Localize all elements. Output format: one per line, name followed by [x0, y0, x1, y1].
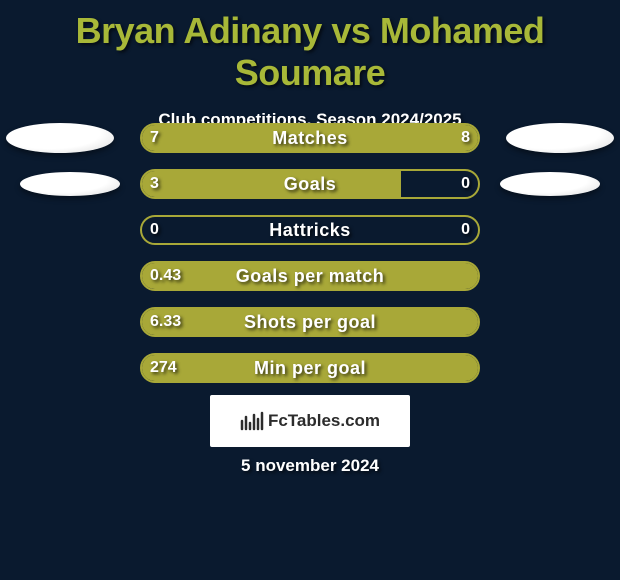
stat-value-right: 8: [461, 123, 470, 153]
stat-bar-left-fill: [142, 309, 478, 335]
stat-bar-track: [140, 169, 480, 199]
stat-value-left: 6.33: [150, 307, 181, 337]
stat-row: 0.43Goals per match: [0, 261, 620, 291]
stat-bar-right-fill: [299, 125, 478, 151]
stat-bar-left-fill: [142, 171, 401, 197]
stat-bar-track: [140, 353, 480, 383]
stat-bar-track: [140, 215, 480, 245]
stat-value-left: 274: [150, 353, 177, 383]
stat-row: 274Min per goal: [0, 353, 620, 383]
stat-bar-track: [140, 123, 480, 153]
stat-bar-left-fill: [142, 355, 478, 381]
stat-row: 00Hattricks: [0, 215, 620, 245]
stat-value-left: 3: [150, 169, 159, 199]
stat-value-left: 0: [150, 215, 159, 245]
page-title: Bryan Adinany vs Mohamed Soumare: [0, 0, 620, 94]
stat-row: 6.33Shots per goal: [0, 307, 620, 337]
stat-row: 78Matches: [0, 123, 620, 153]
site-logo: FcTables.com: [210, 395, 410, 447]
stat-value-left: 0.43: [150, 261, 181, 291]
stat-row: 30Goals: [0, 169, 620, 199]
stat-value-right: 0: [461, 215, 470, 245]
site-logo-text: FcTables.com: [268, 411, 380, 431]
stat-bar-track: [140, 261, 480, 291]
fctables-icon: [240, 411, 264, 431]
date-text: 5 november 2024: [0, 456, 620, 476]
stats-area: 78Matches30Goals00Hattricks0.43Goals per…: [0, 123, 620, 399]
stat-value-right: 0: [461, 169, 470, 199]
stat-value-left: 7: [150, 123, 159, 153]
stat-bar-left-fill: [142, 263, 478, 289]
stat-bar-left-fill: [142, 125, 299, 151]
stat-bar-track: [140, 307, 480, 337]
